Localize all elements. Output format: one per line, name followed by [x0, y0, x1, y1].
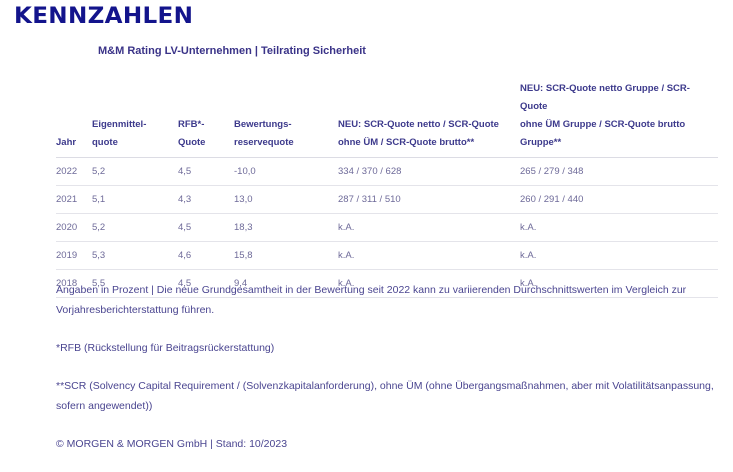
cell-rfb-quote: 4,3 — [178, 185, 234, 214]
table-header-row: Jahr Eigenmittel-quote RFB*- Quote Bewert… — [56, 80, 718, 158]
table-row: 2021 5,1 4,3 13,0 287 / 311 / 510 260 / … — [56, 185, 718, 214]
note-angaben: Angaben in Prozent | Die neue Grundgesam… — [56, 284, 687, 316]
cell-rfb-quote: 4,6 — [178, 241, 234, 270]
cell-scr-quote-gruppe: 260 / 291 / 440 — [520, 185, 718, 214]
copyright: © MORGEN & MORGEN GmbH | Stand: 10/2023 — [56, 438, 288, 450]
column-header-rfb-quote: RFB*- Quote — [178, 80, 234, 158]
column-header-jahr: Jahr — [56, 80, 92, 158]
cell-bewertungsreservequote: 15,8 — [234, 241, 338, 270]
cell-scr-quote: 287 / 311 / 510 — [338, 185, 520, 214]
cell-rfb-quote: 4,5 — [178, 157, 234, 186]
cell-jahr: 2021 — [56, 185, 92, 214]
cell-jahr: 2018 — [56, 269, 92, 298]
cell-scr-quote: k.A. — [338, 269, 520, 298]
column-header-eigenmittelquote: Eigenmittel-quote — [92, 80, 178, 158]
cell-scr-quote-gruppe: 265 / 279 / 348 — [520, 157, 718, 186]
table-subtitle: M&M Rating LV-Unternehmen | Teilrating S… — [98, 45, 366, 57]
cell-jahr: 2022 — [56, 157, 92, 186]
column-header-scr-quote: NEU: SCR-Quote netto / SCR-Quote ohne ÜM … — [338, 80, 520, 158]
page-title: KENNZAHLEN — [14, 4, 194, 29]
cell-eigenmittelquote: 5,1 — [92, 185, 178, 214]
cell-rfb-quote: 4,5 — [178, 213, 234, 242]
cell-scr-quote: 334 / 370 / 628 — [338, 157, 520, 186]
cell-bewertungsreservequote: -10,0 — [234, 157, 338, 186]
cell-scr-quote-gruppe: k.A. — [520, 269, 718, 298]
cell-eigenmittelquote: 5,5 — [92, 269, 178, 298]
cell-jahr: 2020 — [56, 213, 92, 242]
cell-jahr: 2019 — [56, 241, 92, 270]
cell-eigenmittelquote: 5,3 — [92, 241, 178, 270]
table-row: 2022 5,2 4,5 -10,0 334 / 370 / 628 265 /… — [56, 157, 718, 186]
footnotes: Angaben in Prozent | Die neue Grundgesam… — [56, 280, 716, 472]
column-header-bewertungsreservequote: Bewertungs-reservequote — [234, 80, 338, 158]
table-row: 2018 5,5 4,5 9,4 k.A. k.A. — [56, 269, 718, 298]
note-scr: **SCR (Solvency Capital Requirement / (S… — [56, 380, 714, 412]
cell-scr-quote-gruppe: k.A. — [520, 213, 718, 242]
cell-scr-quote: k.A. — [338, 213, 520, 242]
table-row: 2020 5,2 4,5 18,3 k.A. k.A. — [56, 213, 718, 242]
note-rfb: *RFB (Rückstellung für Beitragsrückersta… — [56, 342, 275, 354]
column-header-scr-quote-gruppe: NEU: SCR-Quote netto Gruppe / SCR-Quote o… — [520, 80, 718, 158]
cell-bewertungsreservequote: 18,3 — [234, 213, 338, 242]
cell-eigenmittelquote: 5,2 — [92, 213, 178, 242]
cell-scr-quote-gruppe: k.A. — [520, 241, 718, 270]
table-row: 2019 5,3 4,6 15,8 k.A. k.A. — [56, 241, 718, 270]
cell-bewertungsreservequote: 13,0 — [234, 185, 338, 214]
cell-bewertungsreservequote: 9,4 — [234, 269, 338, 298]
kennzahlen-table: Jahr Eigenmittel-quote RFB*- Quote Bewert… — [56, 80, 718, 298]
cell-scr-quote: k.A. — [338, 241, 520, 270]
cell-rfb-quote: 4,5 — [178, 269, 234, 298]
cell-eigenmittelquote: 5,2 — [92, 157, 178, 186]
